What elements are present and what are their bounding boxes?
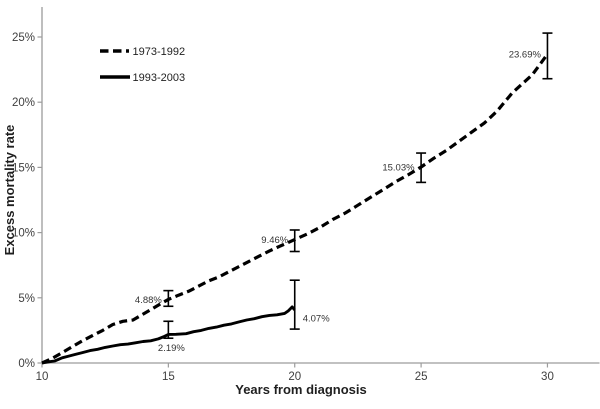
point-label-4.88%: 4.88% [135,295,162,306]
series-line-1973-1992 [41,53,549,365]
x-tick-label: 30 [541,371,554,383]
axes: 0% 5% 10% 15% 20% 25% 10 15 20 25 30 [12,7,600,383]
y-tick-label: 10% [12,228,35,240]
point-label-9.46%: 9.46% [261,235,288,246]
error-bar-1973-1992-25y [416,152,427,184]
point-labels: 4.88% 9.46% 15.03% 23.69% 2.19% 4.07% [135,50,542,354]
legend: 1973-1992 1993-2003 [100,46,185,84]
x-tick-label: 25 [415,371,428,383]
error-bars [163,32,553,340]
x-axis-title: Years from diagnosis [235,382,367,397]
point-label-4.07%: 4.07% [303,313,330,324]
point-label-2.19%: 2.19% [158,343,185,354]
y-tick-label: 25% [12,32,35,44]
point-label-23.69%: 23.69% [509,50,542,61]
y-tick-label: 15% [12,162,35,174]
x-tick-label: 15 [162,371,175,383]
error-bar-1993-2003-15y [163,320,174,340]
error-bar-1973-1992-20y [289,229,300,253]
error-bar-1993-2003-20y [289,279,300,330]
y-tick-label: 20% [12,97,35,109]
legend-label-1973-1992: 1973-1992 [133,46,186,58]
error-bar-1973-1992-30y [542,32,553,80]
x-tick-label: 20 [288,371,301,383]
point-label-15.03%: 15.03% [382,163,415,174]
legend-label-1993-2003: 1993-2003 [133,72,186,84]
y-tick-label: 5% [18,293,35,305]
y-axis-title: Excess mortality rate [2,125,17,256]
y-tick-label: 0% [18,358,35,370]
x-tick-label: 10 [36,371,49,383]
error-bar-1973-1992-15y [163,289,174,308]
